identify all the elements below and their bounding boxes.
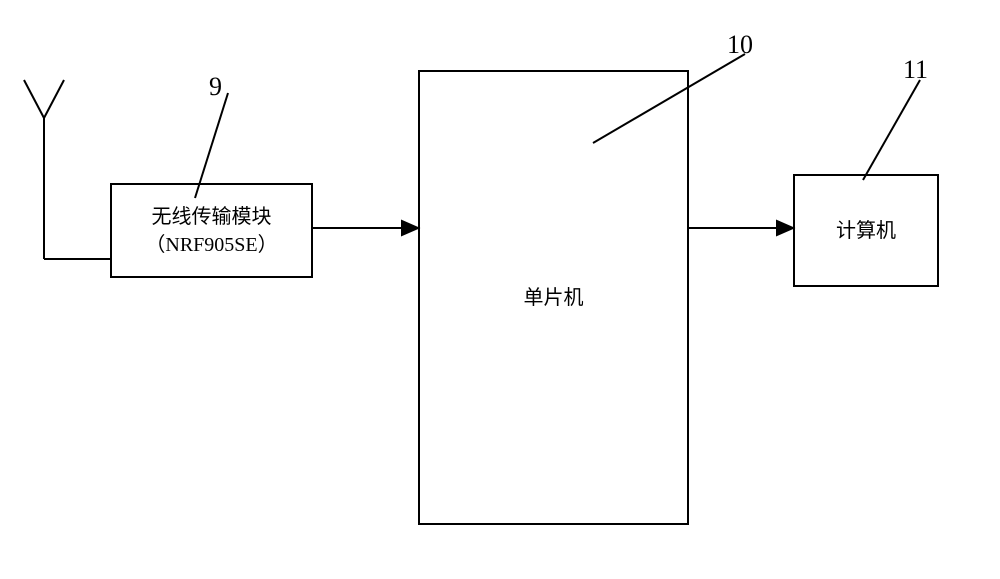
node-mcu: 单片机 [418, 70, 689, 525]
arrow-mcu-to-computer [689, 221, 793, 235]
node-computer-label: 计算机 [836, 217, 896, 245]
node-wireless-module: 无线传输模块 （NRF905SE） [110, 183, 313, 278]
leader-computer [863, 80, 920, 180]
antenna-icon [24, 80, 110, 259]
ref-number-mcu: 10 [727, 30, 753, 60]
arrow-wireless-to-mcu [313, 221, 418, 235]
node-wireless-label: 无线传输模块 （NRF905SE） [145, 203, 277, 259]
ref-number-wireless: 9 [209, 72, 222, 102]
ref-number-computer: 11 [903, 55, 928, 85]
node-computer: 计算机 [793, 174, 939, 287]
diagram-canvas: 无线传输模块 （NRF905SE） 单片机 计算机 9 10 11 [0, 0, 1000, 579]
node-mcu-label: 单片机 [524, 284, 584, 312]
